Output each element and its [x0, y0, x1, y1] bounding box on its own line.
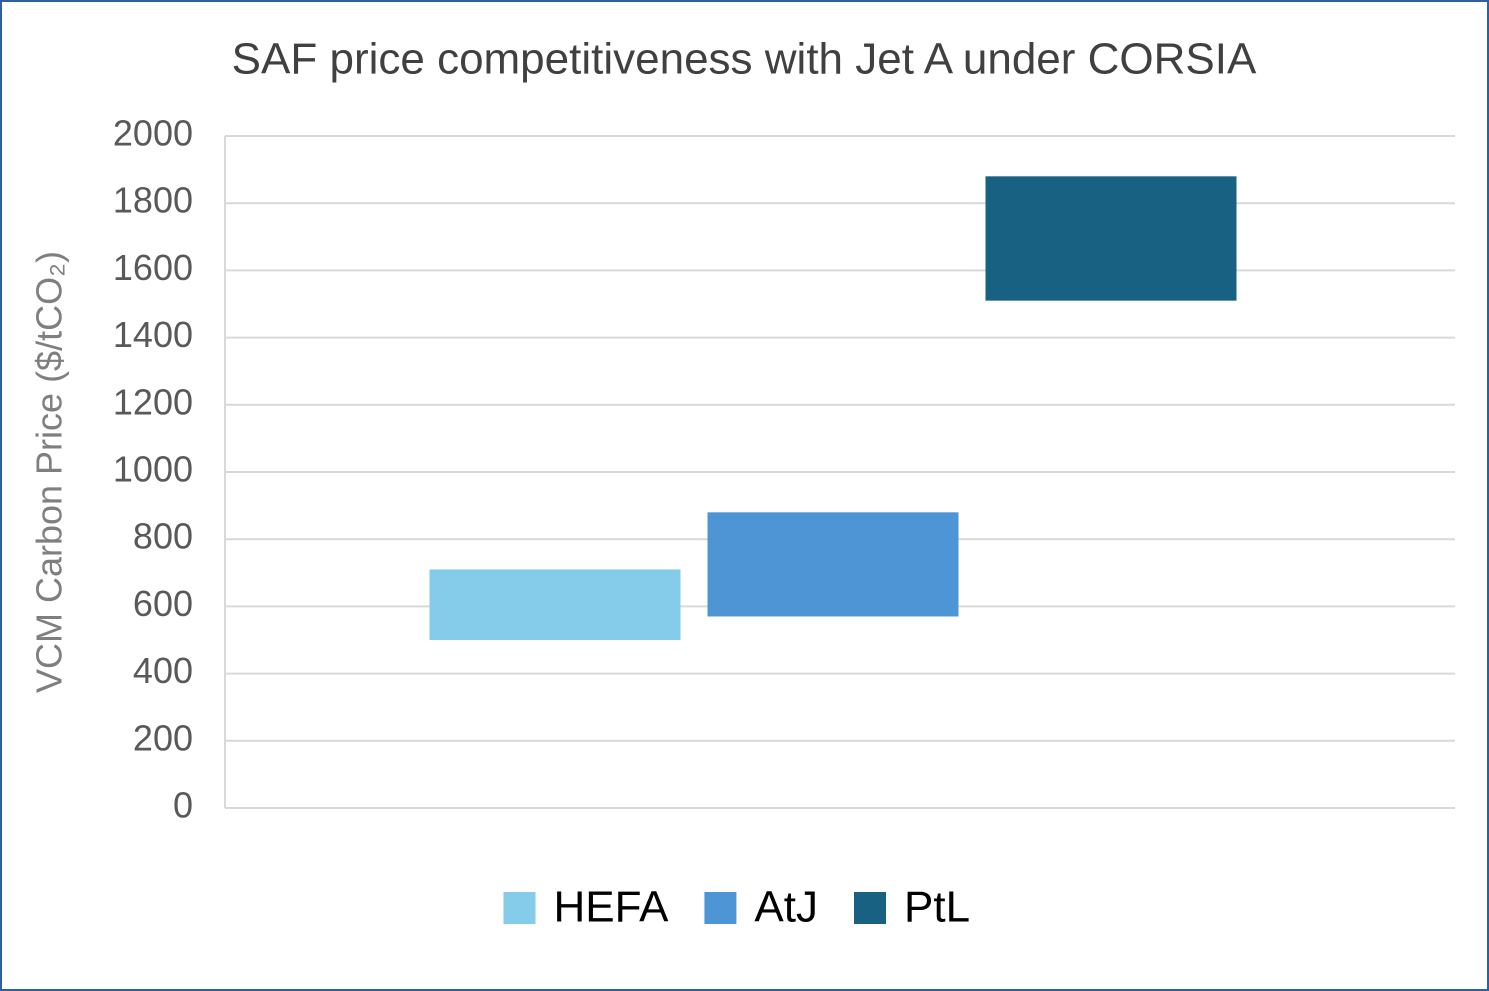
bar: [707, 512, 959, 617]
y-tick-label: 1400: [113, 314, 193, 355]
legend-swatch: [503, 892, 536, 924]
y-tick-label: 200: [133, 717, 193, 758]
legend-swatch: [704, 892, 737, 924]
legend-swatch: [854, 892, 886, 924]
y-tick-label: 0: [173, 785, 193, 826]
y-tick-label: 2000: [113, 113, 193, 154]
bar: [429, 569, 681, 640]
bar: [985, 176, 1237, 301]
chart-title: SAF price competitiveness with Jet A und…: [232, 35, 1257, 84]
legend-label: HEFA: [554, 883, 670, 932]
y-tick-label: 1800: [113, 180, 193, 221]
y-tick-label: 1600: [113, 247, 193, 288]
legend-label: PtL: [904, 883, 970, 932]
y-tick-label: 400: [133, 650, 193, 691]
y-tick-label: 1000: [113, 449, 193, 490]
y-tick-label: 600: [133, 583, 193, 624]
y-axis-label: VCM Carbon Price ($/tCO₂): [29, 251, 70, 693]
y-tick-label: 800: [133, 516, 193, 557]
y-tick-label: 1200: [113, 381, 193, 422]
legend-label: AtJ: [754, 883, 818, 932]
